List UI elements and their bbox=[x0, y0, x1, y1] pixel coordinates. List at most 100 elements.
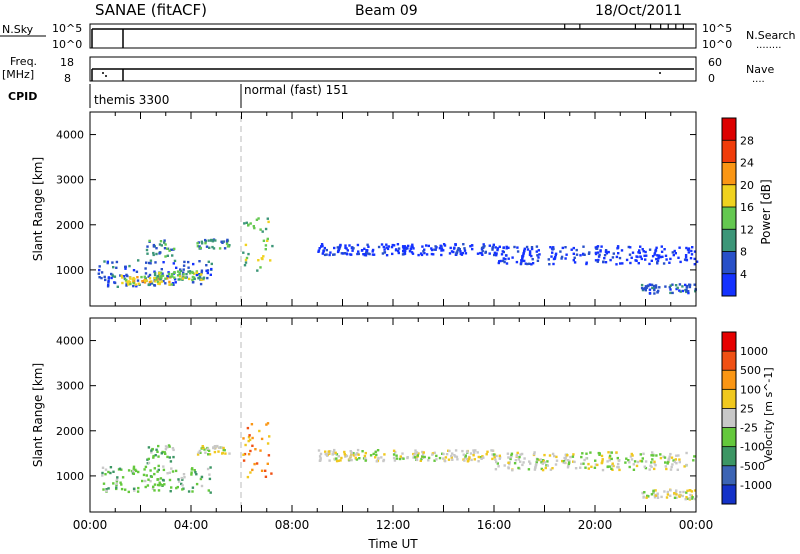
scatter-cell bbox=[122, 275, 126, 278]
scatter-cell bbox=[249, 222, 252, 225]
scatter-cell bbox=[561, 459, 564, 463]
scatter-cell bbox=[168, 280, 171, 284]
scatter-cell bbox=[147, 446, 151, 449]
scatter-cell bbox=[118, 467, 122, 470]
scatter-cell bbox=[442, 243, 446, 246]
x-tick-label: 00:00 bbox=[73, 518, 108, 532]
scatter-cell bbox=[158, 243, 162, 246]
scatter-cell bbox=[451, 458, 454, 461]
scatter-cell bbox=[656, 261, 659, 264]
scatter-cell bbox=[667, 457, 671, 460]
scatter-cell bbox=[401, 253, 405, 256]
scatter-cell bbox=[121, 281, 124, 285]
scatter-cell bbox=[628, 253, 632, 256]
scatter-cell bbox=[595, 247, 599, 250]
scatter-cell bbox=[406, 456, 409, 459]
scatter-cell bbox=[173, 271, 176, 274]
scatter-cell bbox=[361, 450, 364, 453]
scatter-cell bbox=[486, 450, 489, 453]
scatter-cell bbox=[366, 243, 369, 246]
scatter-cell bbox=[350, 458, 353, 462]
scatter-cell bbox=[371, 248, 375, 252]
scatter-cell bbox=[372, 253, 376, 256]
scatter-cell bbox=[261, 257, 264, 261]
scatter-cell bbox=[648, 288, 652, 291]
scatter-cell bbox=[141, 280, 144, 283]
scatter-cell bbox=[116, 476, 119, 479]
scatter-cell bbox=[173, 247, 176, 251]
scatter-cell bbox=[152, 456, 155, 459]
scatter-cell bbox=[653, 286, 656, 290]
scatter-cell bbox=[427, 459, 430, 462]
scatter-cell bbox=[674, 284, 678, 287]
scatter-cell bbox=[257, 217, 260, 220]
scatter-cell bbox=[409, 247, 413, 250]
scatter-cell bbox=[641, 491, 644, 495]
scatter-cell bbox=[527, 468, 531, 471]
scatter-cell bbox=[188, 270, 192, 273]
scatter-cell bbox=[136, 276, 139, 279]
scatter-cell bbox=[149, 469, 152, 472]
scatter-cell bbox=[448, 449, 451, 453]
scatter-cell bbox=[372, 452, 375, 456]
scatter-cell bbox=[191, 280, 195, 284]
scatter-cell bbox=[570, 248, 573, 251]
scatter-cell bbox=[650, 493, 654, 496]
scatter-cell bbox=[201, 445, 204, 448]
scatter-cell bbox=[157, 455, 160, 458]
scatter-cell bbox=[154, 454, 157, 457]
scatter-cell bbox=[242, 437, 245, 440]
scatter-cell bbox=[635, 464, 639, 468]
scatter-cell bbox=[671, 283, 674, 286]
scatter-cell bbox=[432, 253, 435, 256]
scatter-cell bbox=[683, 465, 686, 468]
scatter-cell bbox=[264, 244, 268, 247]
scatter-cell bbox=[621, 262, 624, 265]
scatter-cell bbox=[470, 458, 473, 462]
scatter-cell bbox=[132, 280, 136, 283]
scatter-cell bbox=[516, 250, 520, 253]
scatter-cell bbox=[243, 222, 246, 225]
scatter-cell bbox=[618, 459, 621, 462]
scatter-cell bbox=[462, 243, 465, 246]
scatter-cell bbox=[585, 261, 588, 264]
scatter-cell bbox=[220, 240, 223, 243]
scatter-cell bbox=[206, 276, 209, 280]
scatter-cell bbox=[640, 257, 643, 261]
freq-label-line1: Freq. bbox=[10, 55, 37, 68]
scatter-cell bbox=[655, 454, 658, 457]
scatter-cell bbox=[600, 245, 603, 248]
scatter-cell bbox=[216, 444, 219, 448]
scatter-cell bbox=[195, 473, 198, 476]
colorbar-swatch bbox=[722, 484, 736, 504]
scatter-cell bbox=[331, 452, 334, 456]
scatter-cell bbox=[181, 484, 184, 487]
colorbar-swatch bbox=[722, 332, 736, 352]
scatter-cell bbox=[679, 260, 682, 264]
scatter-cell bbox=[643, 287, 647, 290]
scatter-cell bbox=[463, 247, 466, 250]
scatter-cell bbox=[207, 449, 211, 452]
scatter-cell bbox=[673, 460, 677, 464]
scatter-cell bbox=[633, 460, 637, 463]
scatter-cell bbox=[448, 252, 452, 255]
scatter-cell bbox=[270, 472, 273, 475]
scatter-cell bbox=[687, 290, 690, 293]
scatter-cell bbox=[336, 246, 339, 249]
scatter-cell bbox=[582, 252, 585, 256]
scatter-cell bbox=[501, 259, 505, 263]
scatter-cell bbox=[195, 271, 199, 274]
y-tick-label: 3000 bbox=[56, 380, 84, 393]
scatter-cell bbox=[520, 452, 524, 456]
scatter-cell bbox=[266, 237, 269, 241]
scatter-cell bbox=[170, 248, 173, 251]
scatter-cell bbox=[154, 261, 157, 264]
scatter-cell bbox=[329, 450, 332, 453]
scatter-cell bbox=[535, 250, 538, 253]
scatter-cell bbox=[143, 281, 147, 284]
scatter-cell bbox=[363, 253, 366, 256]
scatter-cell bbox=[611, 256, 615, 259]
scatter-cell bbox=[572, 252, 575, 255]
scatter-cell bbox=[669, 284, 672, 287]
scatter-cell bbox=[676, 468, 679, 471]
